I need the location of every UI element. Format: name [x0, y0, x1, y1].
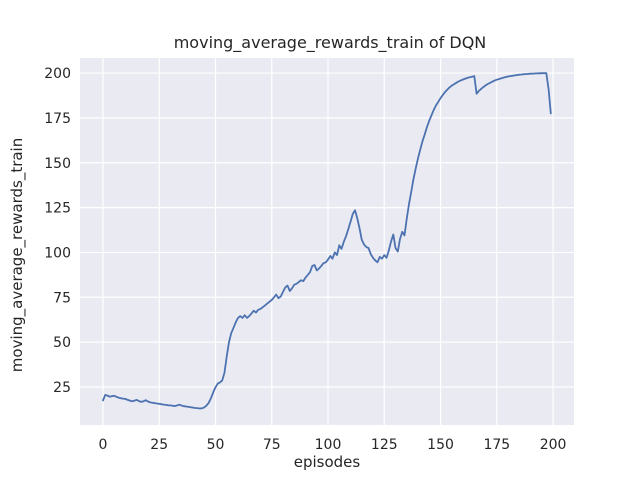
- y-tick-label: 100: [44, 245, 71, 261]
- x-tick-label: 100: [315, 437, 342, 453]
- y-tick-label: 150: [44, 156, 71, 172]
- x-tick-label: 75: [263, 437, 281, 453]
- plot-area-background: [80, 58, 574, 425]
- y-tick-label: 200: [44, 66, 71, 82]
- chart-title: moving_average_rewards_train of DQN: [174, 33, 487, 53]
- x-tick-label: 125: [371, 437, 398, 453]
- x-tick-label: 150: [427, 437, 454, 453]
- y-axis-label: moving_average_rewards_train: [8, 138, 27, 372]
- x-tick-label: 175: [483, 437, 510, 453]
- x-tick-label: 0: [98, 437, 107, 453]
- grid-layer: [80, 58, 574, 425]
- y-tick-label: 25: [53, 380, 71, 396]
- x-axis-label: episodes: [294, 453, 361, 471]
- y-tick-label: 75: [53, 290, 71, 306]
- x-tick-label: 50: [207, 437, 225, 453]
- tick-labels-layer: 0 25 50 75 100 125 150 175 200 25 50 75 100 125 150 175…: [44, 66, 566, 453]
- y-tick-label: 175: [44, 111, 71, 127]
- y-tick-label: 50: [53, 335, 71, 351]
- y-tick-label: 125: [44, 201, 71, 217]
- series-layer: [102, 72, 552, 410]
- x-tick-label: 200: [540, 437, 567, 453]
- x-tick-label: 25: [150, 437, 168, 453]
- line-series-dqn: [102, 72, 552, 410]
